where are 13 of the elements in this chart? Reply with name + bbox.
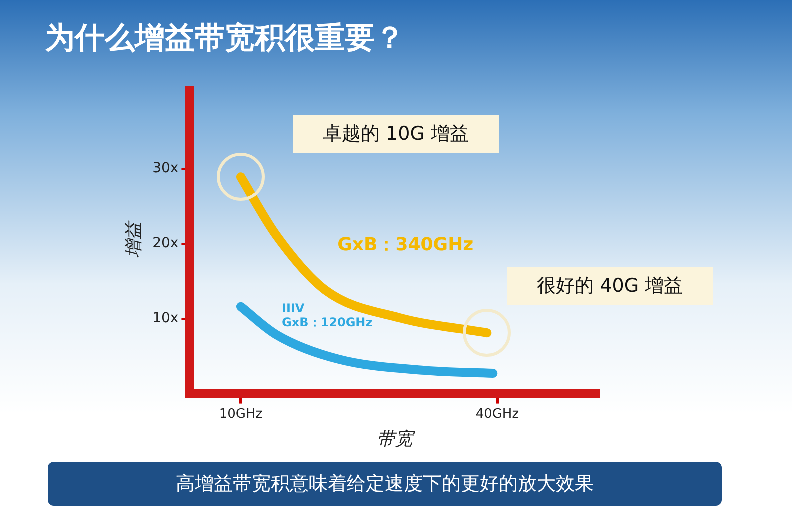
y-axis-title: 增益: [123, 220, 144, 258]
series-label: GxB：340GHz: [338, 234, 474, 256]
y-tick-label: 30x: [152, 160, 179, 177]
x-tick-label: 40GHz: [476, 406, 520, 422]
y-tick-label: 10x: [152, 310, 179, 326]
annotation: 很好的 40G 增益: [507, 267, 714, 306]
series-label: IIIV GxB：120GHz: [282, 302, 373, 330]
text: 高增益带宽积意味着给定速度下的更好的放大效果: [48, 462, 722, 506]
chart-title: 为什么增益带宽积很重要？: [45, 20, 405, 58]
annotation: 卓越的 10G 增益: [292, 115, 499, 154]
y-tick-label: 20x: [152, 235, 179, 252]
x-tick-label: 10GHz: [219, 406, 263, 422]
x-axis-title: 带宽: [376, 428, 416, 450]
